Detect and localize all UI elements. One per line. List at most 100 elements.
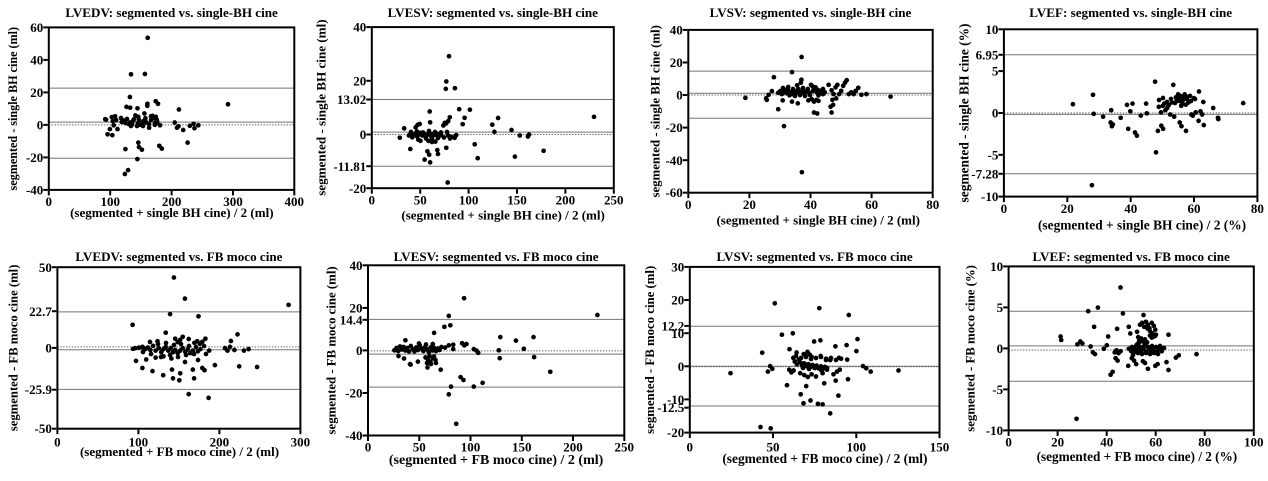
svg-text:20: 20 <box>1061 201 1074 216</box>
svg-text:0: 0 <box>685 197 692 212</box>
svg-text:0: 0 <box>676 88 683 103</box>
svg-text:0: 0 <box>369 192 376 207</box>
svg-text:100: 100 <box>129 434 149 449</box>
svg-text:-20: -20 <box>345 386 362 401</box>
svg-text:40: 40 <box>350 258 363 273</box>
svg-text:0: 0 <box>1005 435 1012 450</box>
svg-text:(segmented + single BH cine) /: (segmented + single BH cine) / 2 (ml) <box>70 205 273 220</box>
svg-text:40: 40 <box>670 22 683 37</box>
svg-text:80: 80 <box>1251 201 1264 216</box>
svg-text:0: 0 <box>992 106 999 121</box>
svg-text:150: 150 <box>512 440 532 455</box>
svg-text:40: 40 <box>353 20 366 35</box>
svg-text:20: 20 <box>671 293 684 308</box>
svg-text:-20: -20 <box>667 425 684 440</box>
svg-text:200: 200 <box>563 440 583 455</box>
svg-text:0: 0 <box>54 434 61 449</box>
svg-text:-10: -10 <box>667 392 684 407</box>
svg-text:(segmented + FB moco cine) / 2: (segmented + FB moco cine) / 2 (ml) <box>80 444 279 459</box>
svg-text:0: 0 <box>45 340 52 355</box>
svg-text:-20: -20 <box>349 181 366 196</box>
svg-text:250: 250 <box>615 440 635 455</box>
svg-text:100: 100 <box>1244 435 1264 450</box>
svg-text:(segmented + FB moco cine) / 2: (segmented + FB moco cine) / 2 (ml) <box>389 453 604 468</box>
svg-text:40: 40 <box>1124 201 1137 216</box>
svg-text:20: 20 <box>353 73 366 88</box>
svg-text:60: 60 <box>865 197 878 212</box>
svg-text:(segmented + single BH cine) /: (segmented + single BH cine) / 2 (%) <box>1038 218 1246 233</box>
svg-text:150: 150 <box>507 192 527 207</box>
svg-text:0: 0 <box>687 440 694 455</box>
svg-text:100: 100 <box>100 194 120 209</box>
svg-text:40: 40 <box>1100 435 1113 450</box>
svg-text:12.2: 12.2 <box>662 318 685 333</box>
svg-text:-11.81: -11.81 <box>333 159 366 174</box>
svg-text:20: 20 <box>350 300 363 315</box>
svg-text:LVSV: segmented vs. FB moco ci: LVSV: segmented vs. FB moco cine <box>717 249 913 264</box>
svg-text:-60: -60 <box>665 185 682 200</box>
svg-text:100: 100 <box>847 440 867 455</box>
svg-text:13.02: 13.02 <box>337 92 366 107</box>
svg-text:LVSV: segmented vs. single-BH: LVSV: segmented vs. single-BH cine <box>710 5 912 20</box>
svg-text:segmented - single BH cine (ml: segmented - single BH cine (ml) <box>314 19 329 195</box>
svg-text:20: 20 <box>670 55 683 70</box>
svg-text:300: 300 <box>223 194 243 209</box>
svg-text:LVESV: segmented vs. FB moco c: LVESV: segmented vs. FB moco cine <box>394 249 599 264</box>
svg-text:80: 80 <box>1198 435 1211 450</box>
svg-text:-20: -20 <box>665 120 682 135</box>
svg-text:0: 0 <box>46 194 53 209</box>
svg-text:-10: -10 <box>986 423 1003 438</box>
svg-text:LVESV: segmented vs. single-BH: LVESV: segmented vs. single-BH cine <box>388 5 599 20</box>
svg-text:60: 60 <box>1188 201 1201 216</box>
svg-text:LVEF: segmented vs. FB moco ci: LVEF: segmented vs. FB moco cine <box>1033 249 1231 264</box>
svg-text:(segmented + FB moco cine) / 2: (segmented + FB moco cine) / 2 (%) <box>1037 449 1238 464</box>
svg-text:40: 40 <box>804 197 817 212</box>
svg-text:10: 10 <box>671 326 684 341</box>
svg-text:LVEF: segmented vs. single-BH: LVEF: segmented vs. single-BH cine <box>1029 5 1232 20</box>
svg-text:30: 30 <box>671 259 684 274</box>
svg-text:(segmented + single BH cine) /: (segmented + single BH cine) / 2 (ml) <box>401 208 604 223</box>
svg-text:5: 5 <box>992 64 999 79</box>
svg-text:-20: -20 <box>26 150 43 165</box>
svg-text:20: 20 <box>1051 435 1064 450</box>
svg-text:-40: -40 <box>345 428 362 443</box>
svg-text:0: 0 <box>365 440 372 455</box>
svg-text:segmented - FB moco cine (%): segmented - FB moco cine (%) <box>964 265 978 432</box>
svg-text:-40: -40 <box>26 183 43 198</box>
svg-text:-10: -10 <box>981 189 998 204</box>
svg-text:0: 0 <box>997 341 1004 356</box>
svg-text:40: 40 <box>30 53 43 68</box>
svg-text:(segmented + single BH cine) /: (segmented + single BH cine) / 2 (ml) <box>716 212 919 227</box>
svg-text:50: 50 <box>767 440 780 455</box>
svg-text:100: 100 <box>459 192 479 207</box>
svg-text:-25.9: -25.9 <box>25 382 53 397</box>
svg-text:60: 60 <box>1149 435 1162 450</box>
svg-text:150: 150 <box>930 440 950 455</box>
svg-text:200: 200 <box>210 434 230 449</box>
svg-text:0: 0 <box>360 127 367 142</box>
svg-text:100: 100 <box>461 440 481 455</box>
svg-text:200: 200 <box>162 194 182 209</box>
svg-text:segmented - single BH cine (ml: segmented - single BH cine (ml) <box>6 27 20 191</box>
svg-text:80: 80 <box>926 197 939 212</box>
svg-text:14.4: 14.4 <box>340 312 363 327</box>
svg-text:-50: -50 <box>35 421 52 436</box>
svg-text:segmented - FB moco cine (ml): segmented - FB moco cine (ml) <box>7 265 21 432</box>
svg-text:50: 50 <box>413 440 426 455</box>
svg-text:0: 0 <box>356 343 363 358</box>
svg-text:0: 0 <box>1001 201 1008 216</box>
svg-text:6.95: 6.95 <box>976 47 999 62</box>
svg-text:20: 20 <box>743 197 756 212</box>
svg-text:60: 60 <box>30 20 43 35</box>
svg-text:-12.5: -12.5 <box>657 400 685 415</box>
svg-text:5: 5 <box>997 300 1004 315</box>
svg-text:22.7: 22.7 <box>29 304 52 319</box>
svg-text:segmented - FB moco cine (ml): segmented - FB moco cine (ml) <box>643 266 657 434</box>
svg-text:50: 50 <box>39 260 52 275</box>
svg-text:-5: -5 <box>988 147 999 162</box>
svg-text:400: 400 <box>285 194 305 209</box>
svg-text:10: 10 <box>985 22 998 37</box>
svg-text:LVEDV: segmented vs. FB moco c: LVEDV: segmented vs. FB moco cine <box>75 249 282 264</box>
svg-text:segmented - single BH cine (%): segmented - single BH cine (%) <box>957 24 972 203</box>
svg-text:250: 250 <box>604 192 624 207</box>
